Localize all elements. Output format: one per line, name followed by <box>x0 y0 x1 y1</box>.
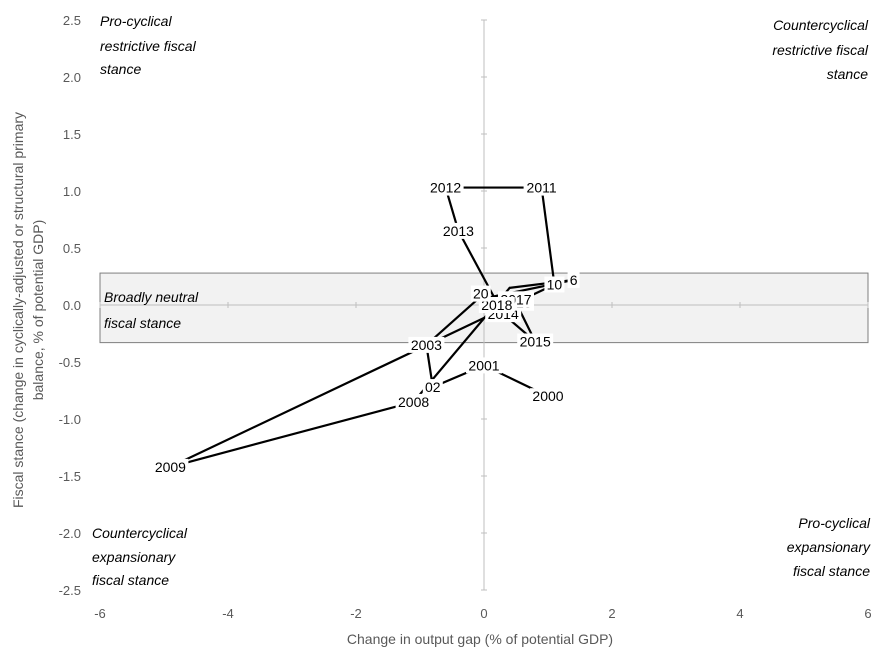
annotation-bottom-left-line-3: fiscal stance <box>92 572 169 588</box>
annotation-bottom-left-line-1: Countercyclical <box>92 525 188 541</box>
y-tick-label: -2.0 <box>59 526 81 541</box>
year-label-text-2019: 20 <box>473 286 489 302</box>
year-label-2019: 20 <box>470 285 491 302</box>
year-label-bg-2001 <box>466 357 502 374</box>
x-tick-label: -4 <box>222 606 234 621</box>
year-label-bg-2013 <box>440 222 477 239</box>
year-label-text-2010: 10 <box>547 276 563 292</box>
x-tick-label: 6 <box>864 606 871 621</box>
year-label-bg-2010 <box>544 276 565 293</box>
y-tick-label: 1.5 <box>63 127 81 142</box>
year-label-2012: 2012 <box>427 179 464 196</box>
annotation-top-right-line-2: restrictive fiscal <box>772 42 869 58</box>
annotation-neutral-line-2: fiscal stance <box>104 315 181 331</box>
annotation-bottom-left: Countercyclical expansionary fiscal stan… <box>92 525 188 588</box>
year-label-2001: 2001 <box>466 357 502 374</box>
y-tick-label: 1.0 <box>63 184 81 199</box>
series-segment-2010-2011 <box>540 186 556 286</box>
x-tick-label: 4 <box>736 606 743 621</box>
year-label-bg-2015 <box>517 333 554 350</box>
annotation-top-right: Countercyclical restrictive fiscal stanc… <box>772 17 869 82</box>
y-ticks: -2.5 -2.0 -1.5 -1.0 -0.5 0.0 0.5 1.0 1.5 2.0 2.5 <box>59 13 487 598</box>
year-label-text-2000: 2000 <box>532 388 563 404</box>
x-axis-title: Change in output gap (% of potential GDP… <box>347 631 613 647</box>
year-label-2000: 2000 <box>530 388 566 405</box>
year-label-bg-2002 <box>422 379 443 396</box>
annotation-top-left-line-3: stance <box>100 61 141 77</box>
year-label-text-2006: 6 <box>570 272 578 288</box>
year-label-bg-2011 <box>523 179 560 196</box>
annotation-top-left: Pro-cyclical restrictive fiscal stance <box>100 13 197 77</box>
annotation-top-left-line-2: restrictive fiscal <box>100 38 197 54</box>
x-tick-label: 2 <box>608 606 615 621</box>
annotation-top-right-line-1: Countercyclical <box>773 17 869 33</box>
year-label-text-2009: 2009 <box>155 459 186 475</box>
annotation-bottom-right: Pro-cyclical expansionary fiscal stance <box>787 515 871 579</box>
y-tick-label: 0.5 <box>63 241 81 256</box>
y-tick-label: -1.5 <box>59 469 81 484</box>
year-label-bg-2009 <box>152 458 189 475</box>
year-label-2006: 6 <box>567 271 580 288</box>
year-labels: 2000 2001 02 2003 6 2008 2009 10 2011 2012 2013 201… <box>152 179 580 475</box>
x-ticks: -6 -4 -2 0 2 4 6 <box>94 302 872 621</box>
y-axis-title-line-2: balance, % of potential GDP) <box>30 220 46 401</box>
year-label-bg-2003 <box>408 336 445 353</box>
year-label-bg-2019 <box>470 285 491 302</box>
y-tick-label: -0.5 <box>59 355 81 370</box>
year-label-2015: 2015 <box>517 333 554 350</box>
year-label-2011: 2011 <box>523 179 560 196</box>
y-axis-title-line-1: Fiscal stance (change in cyclically-adju… <box>10 112 26 508</box>
year-label-bg-2012 <box>427 179 464 196</box>
year-label-text-2013: 2013 <box>443 223 474 239</box>
year-label-text-2015: 2015 <box>520 333 551 349</box>
y-tick-label: -1.0 <box>59 412 81 427</box>
annotation-bottom-left-line-2: expansionary <box>92 549 176 565</box>
y-tick-label: 0.0 <box>63 298 81 313</box>
y-tick-label: -2.5 <box>59 583 81 598</box>
year-label-text-2001: 2001 <box>468 357 499 373</box>
y-tick-label: 2.0 <box>63 70 81 85</box>
x-tick-label: 0 <box>480 606 487 621</box>
annotation-neutral: Broadly neutral fiscal stance <box>104 289 199 331</box>
year-label-2003: 2003 <box>408 336 445 353</box>
annotation-neutral-line-1: Broadly neutral <box>104 289 199 305</box>
series-segment-2008-2009 <box>169 400 415 468</box>
annotation-bottom-right-line-3: fiscal stance <box>793 563 870 579</box>
annotation-bottom-right-line-2: expansionary <box>787 539 871 555</box>
year-label-text-2012: 2012 <box>430 180 461 196</box>
year-label-text-2002: 02 <box>425 379 441 395</box>
annotation-top-right-line-3: stance <box>827 66 868 82</box>
year-label-2009: 2009 <box>152 458 189 475</box>
year-label-text-2003: 2003 <box>411 337 442 353</box>
annotation-top-left-line-1: Pro-cyclical <box>100 13 172 29</box>
year-label-2008: 2008 <box>395 393 432 410</box>
year-label-2010: 10 <box>544 276 565 293</box>
year-label-text-2008: 2008 <box>398 394 429 410</box>
year-label-2013: 2013 <box>440 222 477 239</box>
year-label-2002: 02 <box>422 379 443 396</box>
x-tick-label: -2 <box>350 606 362 621</box>
year-label-bg-2006 <box>567 271 580 288</box>
x-tick-label: -6 <box>94 606 106 621</box>
annotation-bottom-right-line-1: Pro-cyclical <box>798 515 870 531</box>
year-label-bg-2008 <box>395 393 432 410</box>
year-label-text-2011: 2011 <box>527 180 557 196</box>
year-label-bg-2000 <box>530 388 566 405</box>
y-tick-label: 2.5 <box>63 13 81 28</box>
